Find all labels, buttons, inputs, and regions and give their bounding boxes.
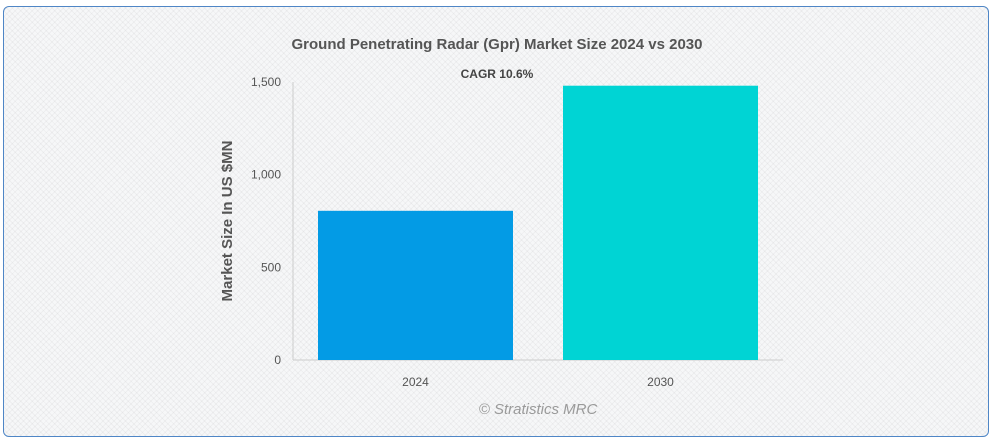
- bars-group: [318, 85, 758, 360]
- chart-title: Ground Penetrating Radar (Gpr) Market Si…: [292, 36, 703, 53]
- watermark: © Stratistics MRC: [479, 401, 598, 418]
- y-tick-label: 500: [261, 260, 281, 274]
- y-tick-label: 0: [274, 353, 281, 367]
- cagr-annotation: CAGR 10.6%: [461, 67, 534, 81]
- bar-2030: [563, 85, 758, 360]
- y-axis-ticks: 0 500 1,000 1,500: [251, 75, 281, 367]
- y-axis-label: Market Size In US $MN: [219, 141, 236, 302]
- y-tick-label: 1,500: [251, 75, 281, 89]
- x-axis-ticks: 2024 2030: [402, 375, 674, 389]
- bar-2024: [318, 210, 513, 360]
- x-tick-label: 2030: [647, 375, 674, 389]
- x-tick-label: 2024: [402, 375, 429, 389]
- y-tick-label: 1,000: [251, 168, 281, 182]
